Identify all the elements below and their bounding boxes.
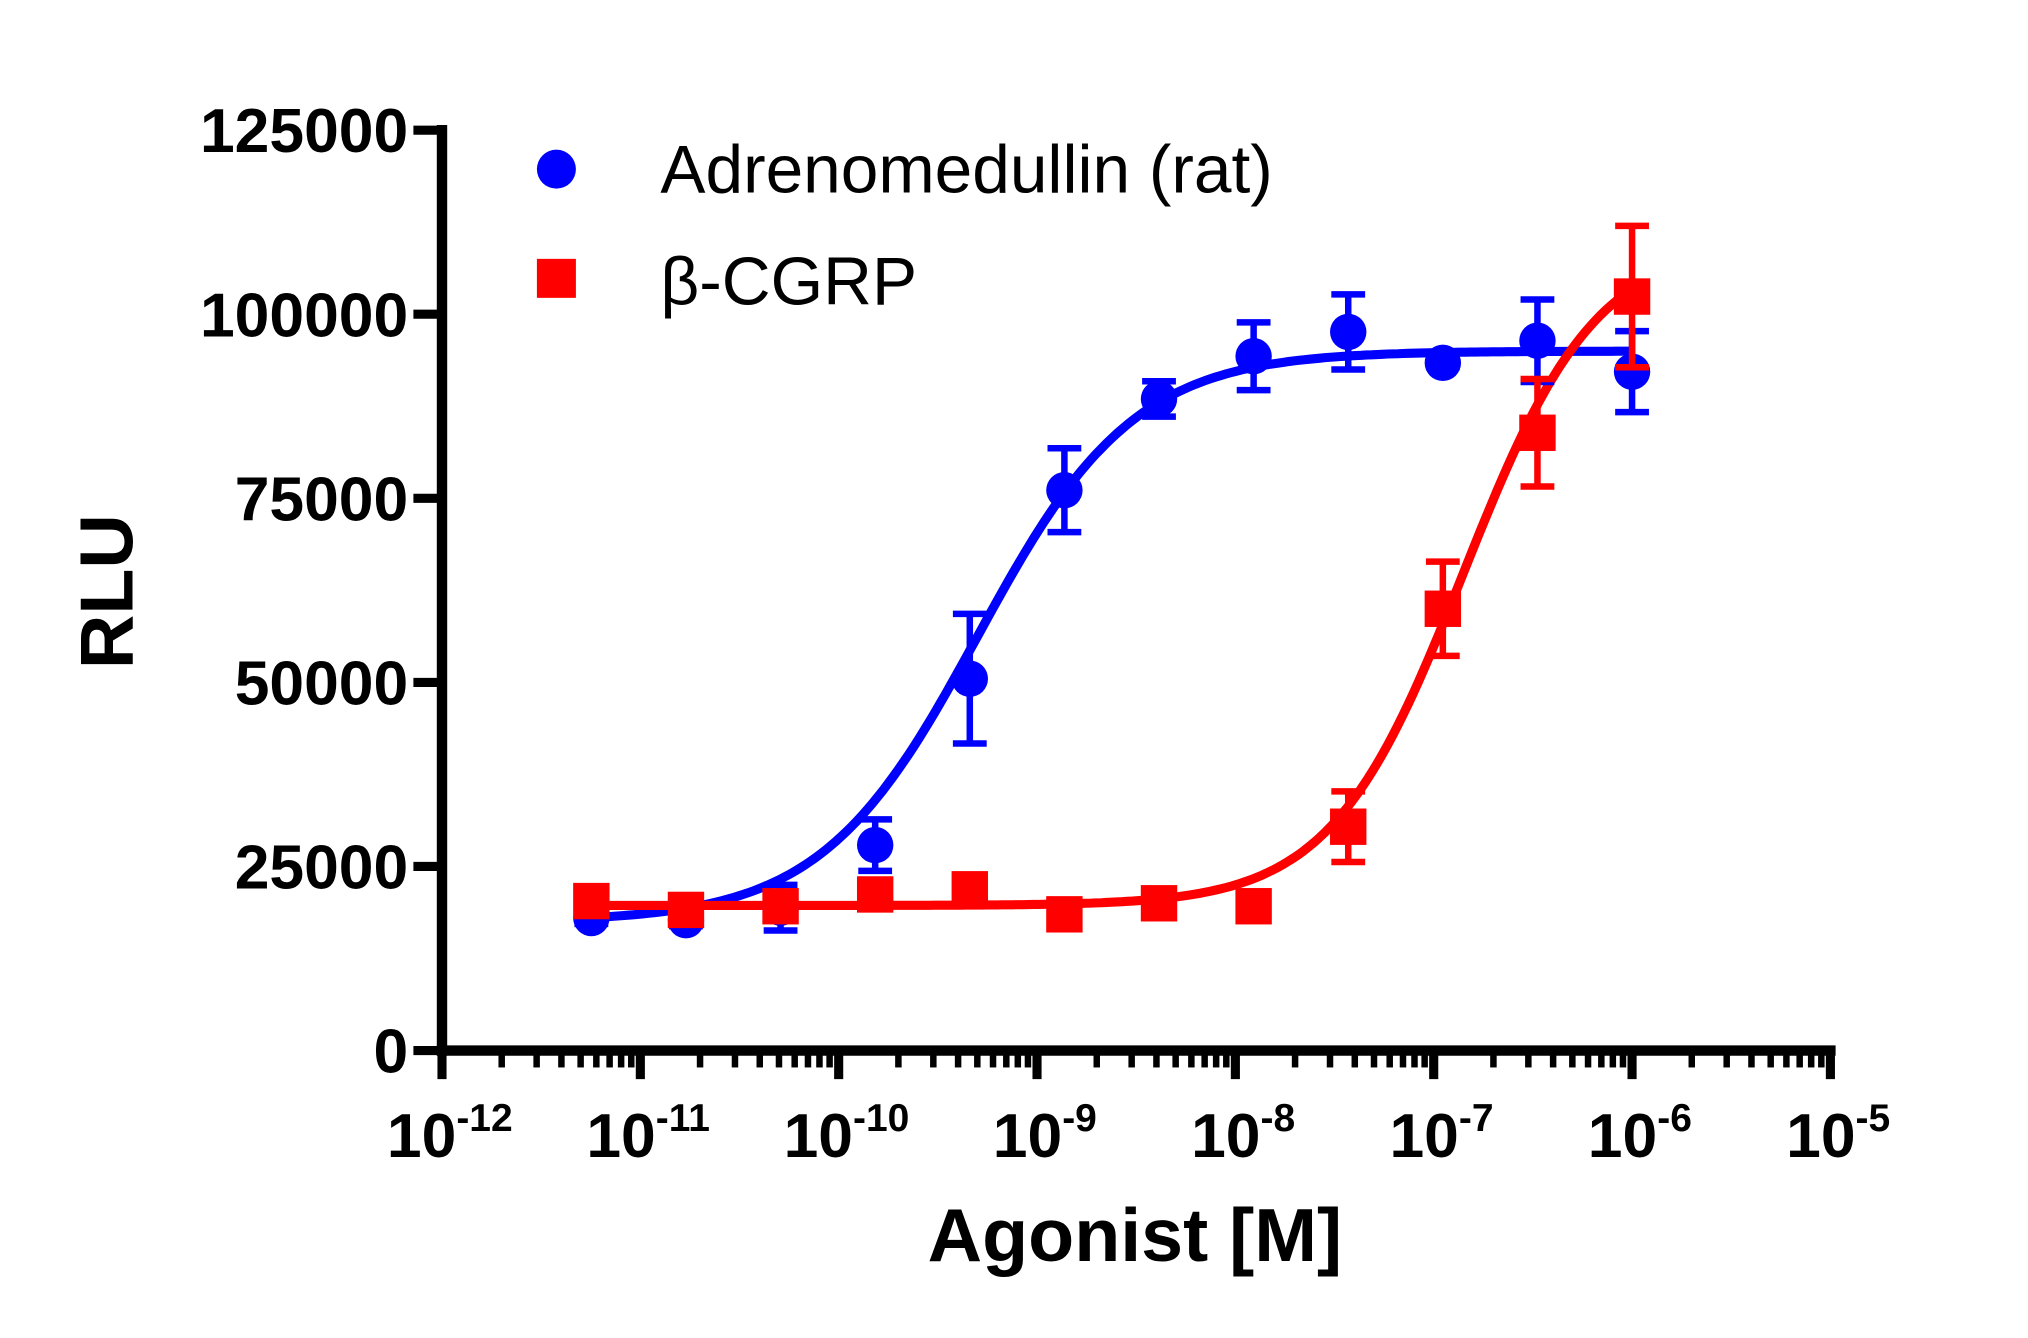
legend: Adrenomedullin (rat) β-CGRP [536,133,1273,319]
data-point-0 [1235,319,1272,394]
y-tick-label: 125000 [200,97,408,166]
marker-square [573,882,610,920]
x-tick-label: 10-12 [387,1097,513,1171]
data-point-0 [1424,344,1462,382]
marker-circle [951,660,988,697]
data-point-1 [1046,896,1083,933]
marker-circle [1613,353,1651,390]
data-point-1 [856,876,894,913]
fit-curve-1 [591,285,1635,911]
y-tick-label: 75000 [235,465,409,534]
x-tick-label: 10-6 [1588,1097,1692,1171]
x-tick-label: 10-8 [1191,1097,1295,1171]
data-point-1 [1424,558,1462,660]
x-tick-label: 10-9 [993,1097,1097,1171]
x-axis-label: Agonist [M] [928,1193,1342,1277]
y-tick-label: 0 [373,1018,408,1087]
data-point-0 [1330,291,1367,373]
data-point-1 [573,882,610,920]
x-tick-label: 10-5 [1786,1097,1890,1171]
y-tick-label: 100000 [200,281,408,350]
marker-square [1424,590,1462,627]
data-point-1 [667,891,705,929]
marker-circle [1140,380,1178,418]
y-tick-label: 50000 [235,649,409,718]
data-points [573,222,1651,939]
marker-circle [1519,322,1556,359]
marker-circle [856,826,894,864]
marker-square [667,891,705,929]
data-point-0 [856,816,894,875]
marker-square [856,876,894,913]
fit-curve-0 [591,346,1633,923]
x-tick-label: 10-7 [1389,1097,1493,1171]
legend-marker-adrenomedullin [536,149,576,189]
marker-square [1140,885,1178,922]
data-point-0 [1140,377,1178,420]
legend-label-adrenomedullin: Adrenomedullin (rat) [660,133,1272,208]
fit-curves [591,285,1635,923]
y-axis-label: RLU [65,514,149,669]
marker-square [1046,896,1083,933]
data-point-1 [762,888,799,925]
marker-square [1613,278,1651,315]
data-point-1 [1140,885,1178,922]
data-point-1 [951,871,988,908]
marker-square [762,888,799,925]
marker-square [1519,414,1556,451]
data-point-0 [1046,444,1083,536]
marker-circle [1330,313,1367,351]
marker-circle [1424,344,1462,382]
data-point-1 [1235,888,1272,925]
data-point-1 [1613,222,1651,371]
y-tick-label: 25000 [235,834,409,903]
legend-label-cgrp: β-CGRP [660,244,917,319]
axes: 0 25000 50000 75000 100000 125000 10-12 10-11 10… [200,97,1890,1171]
data-point-0 [951,610,988,747]
data-point-1 [1519,375,1556,490]
marker-square [1330,808,1367,845]
marker-square [951,871,988,908]
marker-circle [1046,472,1083,509]
data-point-0 [1519,296,1556,386]
marker-circle [1235,338,1272,375]
x-tick-label: 10-11 [586,1097,710,1171]
marker-square [1235,888,1272,925]
data-point-1 [1330,788,1367,866]
x-tick-label: 10-10 [784,1097,910,1171]
legend-marker-cgrp [536,258,576,298]
